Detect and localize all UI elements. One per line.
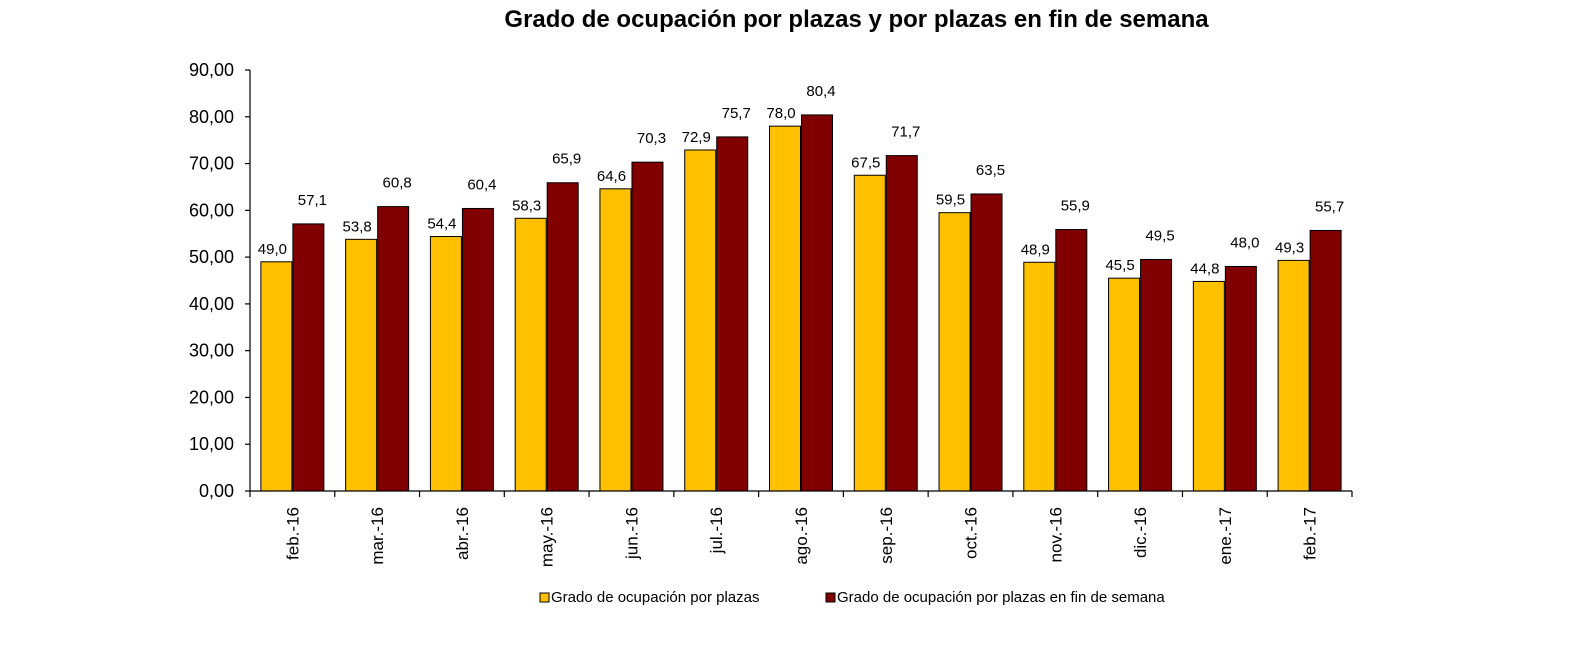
data-label: 49,5 xyxy=(1145,227,1174,244)
x-category-label: nov.-16 xyxy=(1046,507,1065,562)
legend: Grado de ocupación por plazas Grado de oc… xyxy=(539,589,1165,606)
data-label: 65,9 xyxy=(552,151,581,168)
y-tick-label: 20,00 xyxy=(189,387,234,407)
bar-plazas-mar.-16 xyxy=(345,238,378,492)
data-label: 55,7 xyxy=(1315,198,1344,215)
x-category-label: ene.-17 xyxy=(1216,507,1235,565)
bar-fin-semana-dic.-16 xyxy=(1140,258,1173,492)
y-tick-label: 50,00 xyxy=(189,247,234,267)
data-label: 63,5 xyxy=(976,162,1005,179)
data-label: 59,5 xyxy=(936,192,965,209)
bar-plazas-feb.-16 xyxy=(260,261,293,492)
bar-plazas-ago.-16 xyxy=(769,125,801,492)
y-tick-label: 0,00 xyxy=(199,481,234,501)
bar-fin-semana-nov.-16 xyxy=(1055,229,1088,492)
data-label: 57,1 xyxy=(298,192,327,209)
bar-fin-semana-mar.-16 xyxy=(377,206,410,492)
x-category-label: abr.-16 xyxy=(453,507,472,560)
data-label: 48,9 xyxy=(1021,241,1050,258)
legend-label: Grado de ocupación por plazas xyxy=(551,589,759,606)
data-label: 80,4 xyxy=(806,83,835,100)
legend-swatch xyxy=(825,592,836,603)
data-label: 64,6 xyxy=(597,168,626,185)
x-category-label: sep.-16 xyxy=(877,507,896,564)
bar-plazas-nov.-16 xyxy=(1023,261,1056,492)
bar-fin-semana-may.-16 xyxy=(546,182,579,492)
y-axis: 0,00 10,00 20,00 30,00 40,00 50,00 60,00 70,00 8… xyxy=(189,60,251,501)
data-labels: 49,0 57,1 53,8 60,8 54,4 60,4 58,3 65,9 64,6 70,3… xyxy=(258,83,1344,278)
data-label: 72,9 xyxy=(682,129,711,146)
x-category-label: feb.-16 xyxy=(283,507,302,560)
legend-swatch xyxy=(539,592,550,603)
data-label: 54,4 xyxy=(427,216,456,233)
x-axis: feb.-16 mar.-16 abr.-16 may.-16 jun.-16 jul.-… xyxy=(249,490,1353,567)
bar-fin-semana-ago.-16 xyxy=(801,114,833,492)
data-label: 53,8 xyxy=(343,218,372,235)
data-label: 60,8 xyxy=(383,175,412,192)
y-tick-label: 80,00 xyxy=(189,107,234,127)
y-tick-label: 70,00 xyxy=(189,154,234,174)
bar-plazas-feb.-17 xyxy=(1277,259,1310,492)
bar-fin-semana-feb.-16 xyxy=(292,223,325,492)
x-category-label: dic.-16 xyxy=(1131,507,1150,558)
bar-fin-semana-oct.-16 xyxy=(970,193,1003,492)
data-label: 70,3 xyxy=(637,130,666,147)
bar-plazas-oct.-16 xyxy=(938,212,971,492)
data-label: 55,9 xyxy=(1061,198,1090,215)
x-category-label: ago.-16 xyxy=(792,507,811,565)
y-tick-label: 90,00 xyxy=(189,60,234,80)
bars xyxy=(260,114,1342,492)
data-label: 67,5 xyxy=(851,154,880,171)
bar-plazas-jun.-16 xyxy=(599,188,632,492)
x-category-label: may.-16 xyxy=(538,507,557,567)
bar-fin-semana-feb.-17 xyxy=(1309,229,1342,492)
bar-plazas-ene.-17 xyxy=(1192,280,1225,492)
bar-plazas-abr.-16 xyxy=(429,236,462,492)
data-label: 49,0 xyxy=(258,241,287,258)
bar-fin-semana-jun.-16 xyxy=(631,161,664,492)
chart-title: Grado de ocupación por plazas y por plaz… xyxy=(504,6,1209,33)
data-label: 75,7 xyxy=(722,105,751,122)
legend-label: Grado de ocupación por plazas en fin de … xyxy=(837,589,1165,606)
bar-fin-semana-ene.-17 xyxy=(1224,265,1257,492)
data-label: 58,3 xyxy=(512,197,541,214)
bar-fin-semana-jul.-16 xyxy=(716,136,749,492)
bar-plazas-may.-16 xyxy=(514,217,547,492)
data-label: 49,3 xyxy=(1275,239,1304,256)
x-category-label: oct.-16 xyxy=(962,507,981,559)
y-tick-label: 10,00 xyxy=(189,434,234,454)
y-tick-label: 60,00 xyxy=(189,200,234,220)
data-label: 78,0 xyxy=(766,105,795,122)
bar-fin-semana-sep.-16 xyxy=(885,155,918,492)
bar-plazas-sep.-16 xyxy=(853,174,886,492)
data-label: 48,0 xyxy=(1230,234,1259,251)
y-tick-label: 30,00 xyxy=(189,341,234,361)
bar-fin-semana-abr.-16 xyxy=(461,207,494,492)
x-category-label: jun.-16 xyxy=(622,507,641,560)
bar-plazas-jul.-16 xyxy=(684,149,717,492)
bar-plazas-dic.-16 xyxy=(1108,277,1141,492)
data-label: 60,4 xyxy=(467,176,496,193)
data-label: 71,7 xyxy=(891,124,920,141)
data-label: 45,5 xyxy=(1105,257,1134,274)
y-tick-label: 40,00 xyxy=(189,294,234,314)
x-category-label: jul.-16 xyxy=(707,507,726,554)
x-category-label: mar.-16 xyxy=(368,507,387,565)
data-label: 44,8 xyxy=(1190,260,1219,277)
x-category-label: feb.-17 xyxy=(1301,507,1320,560)
